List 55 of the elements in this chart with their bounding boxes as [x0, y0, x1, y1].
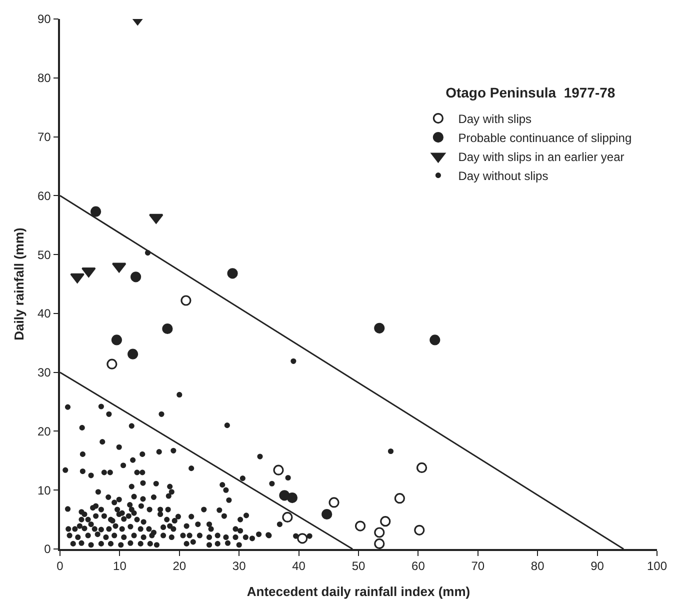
- x-axis-title: Antecedent daily rainfall index (mm): [246, 584, 470, 599]
- point: [380, 516, 391, 527]
- legend-label: Day without slips: [458, 168, 548, 183]
- x-tick-label: 80: [530, 559, 545, 574]
- x-tick-label: 50: [352, 559, 366, 574]
- legend-label: Day with slips in an earlier year: [458, 150, 624, 164]
- point: [130, 272, 142, 282]
- point: [322, 508, 332, 520]
- point: [416, 462, 428, 474]
- x-tick-label: 70: [471, 559, 485, 574]
- point: [128, 348, 138, 360]
- point: [374, 527, 385, 538]
- y-tick-label: 40: [37, 306, 52, 321]
- point: [180, 295, 192, 306]
- point: [286, 492, 298, 504]
- x-tick-label: 60: [412, 559, 426, 574]
- y-tick-label: 60: [37, 188, 52, 203]
- point: [227, 268, 238, 279]
- point: [162, 323, 173, 334]
- x-tick-label: 90: [590, 559, 604, 574]
- point: [90, 206, 102, 217]
- y-tick-label: 70: [37, 130, 52, 144]
- legend-label: Day with slips: [458, 112, 532, 126]
- point: [394, 493, 405, 504]
- point: [82, 267, 96, 278]
- y-tick-label: 50: [37, 248, 52, 262]
- y-tick-label: 30: [37, 366, 52, 380]
- point: [374, 322, 385, 334]
- point: [328, 497, 340, 508]
- point: [111, 334, 122, 346]
- x-tick-label: 20: [172, 559, 186, 574]
- x-tick-label: 40: [292, 559, 306, 574]
- point: [106, 358, 118, 370]
- x-tick-label: 0: [56, 559, 64, 574]
- x-tick-label: 30: [232, 559, 246, 574]
- point: [430, 334, 440, 346]
- y-tick-label: 80: [37, 71, 52, 86]
- point: [273, 464, 284, 476]
- point: [297, 533, 308, 544]
- y-tick-label: 0: [44, 542, 52, 556]
- point: [374, 538, 385, 549]
- y-tick-label: 10: [37, 483, 52, 498]
- y-tick-label: 20: [37, 424, 52, 438]
- point: [354, 520, 366, 532]
- point: [414, 524, 425, 536]
- point: [112, 262, 126, 273]
- x-tick-label: 10: [113, 559, 127, 574]
- y-axis-title: Daily rainfall (mm): [12, 228, 26, 340]
- text: Otago Peninsula 1977-78: [446, 84, 616, 101]
- x-tick-label: 100: [646, 559, 668, 574]
- point: [282, 512, 293, 522]
- legend-label: Probable continuance of slipping: [458, 130, 632, 145]
- point: [70, 273, 84, 284]
- point: [148, 214, 164, 224]
- y-tick-label: 90: [37, 12, 52, 26]
